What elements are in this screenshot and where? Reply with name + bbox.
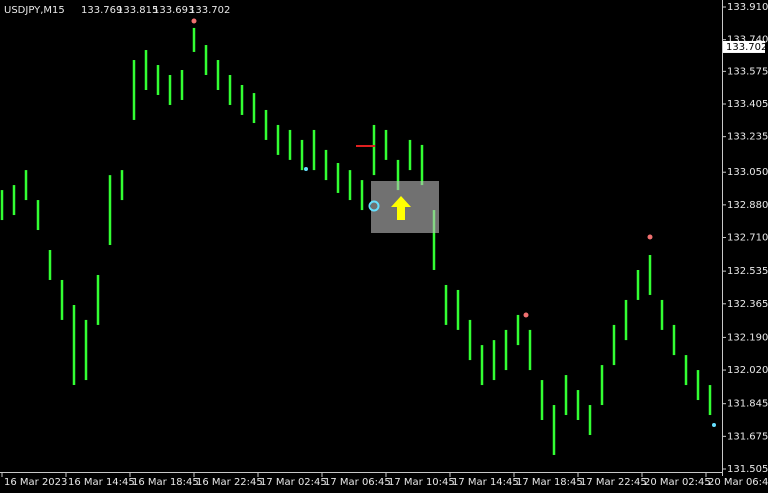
x-tick-label: 17 Mar 22:45 (580, 477, 647, 488)
y-tick-label: 132.535 (727, 266, 768, 277)
current-price-label: 133.702 (726, 42, 767, 53)
x-tick-label: 17 Mar 06:45 (324, 477, 391, 488)
y-tick-label: 132.190 (727, 332, 768, 343)
y-tick-label: 132.880 (727, 200, 768, 211)
y-tick-label: 133.575 (727, 66, 768, 77)
y-tick-label: 133.405 (727, 99, 768, 110)
y-tick-label: 131.845 (727, 399, 768, 410)
fractal-up (523, 312, 529, 318)
open-price: 133.769 (81, 5, 122, 16)
low-price: 133.693 (153, 5, 194, 16)
x-tick-label: 16 Mar 18:45 (132, 477, 199, 488)
fractal-down (712, 423, 716, 427)
y-tick-label: 131.505 (727, 464, 768, 475)
symbol: USDJPY,M15 (4, 5, 65, 16)
y-tick-label: 132.710 (727, 233, 768, 244)
x-tick-label: 20 Mar 06:45 (708, 477, 768, 488)
y-tick-label: 131.675 (727, 431, 768, 442)
x-tick-label: 16 Mar 22:45 (196, 477, 263, 488)
fractal-down (304, 167, 308, 171)
y-tick-label: 133.050 (727, 167, 768, 178)
y-tick-label: 133.235 (727, 132, 768, 143)
signal-circle (368, 200, 380, 212)
x-tick-label: 17 Mar 10:45 (388, 477, 455, 488)
y-tick-label: 133.910 (727, 2, 768, 13)
fractal-up (191, 18, 197, 24)
x-tick-label: 20 Mar 02:45 (644, 477, 711, 488)
x-tick-label: 17 Mar 14:45 (452, 477, 519, 488)
buy-arrow (391, 196, 411, 220)
x-tick-label: 16 Mar 14:45 (68, 477, 135, 488)
y-tick-label: 132.020 (727, 365, 768, 376)
x-tick-label: 17 Mar 02:45 (260, 477, 327, 488)
close-price: 133.702 (189, 5, 230, 16)
y-tick-label: 133.740 (727, 35, 768, 46)
plot (0, 27, 712, 455)
high-price: 133.815 (117, 5, 158, 16)
x-tick-label: 16 Mar 2023 (4, 477, 67, 488)
x-tick-label: 17 Mar 18:45 (516, 477, 583, 488)
y-tick-label: 132.365 (727, 299, 768, 310)
fractal-up (647, 234, 653, 240)
current-price-box (723, 40, 765, 53)
